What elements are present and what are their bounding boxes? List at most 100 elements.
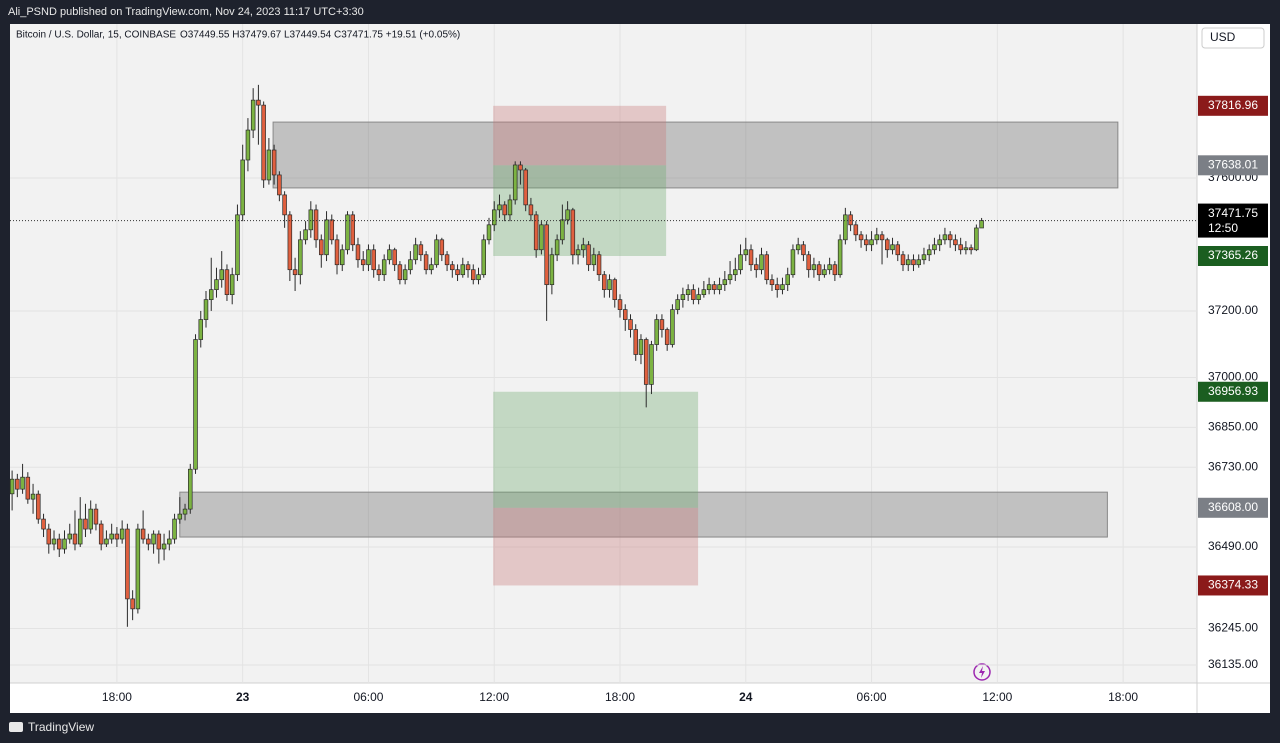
candle-body — [130, 598, 135, 610]
candle-body — [947, 234, 953, 241]
currency: USD — [1210, 30, 1236, 44]
candle-body — [287, 214, 293, 271]
candle-body — [298, 239, 303, 276]
price-badge-label: 37471.75 — [1208, 206, 1258, 220]
candle-body — [932, 244, 937, 251]
candle-body — [292, 269, 298, 276]
candle-body — [575, 249, 581, 256]
target-zone — [493, 165, 667, 256]
time-axis — [10, 683, 1197, 713]
y-tick-label: 36730.00 — [1208, 459, 1258, 473]
x-tick-label: 18:00 — [102, 690, 132, 704]
candle-body — [15, 478, 20, 490]
x-tick-label: 12:00 — [982, 690, 1012, 704]
candle-body — [790, 249, 796, 276]
candle-body — [769, 279, 775, 286]
candle-body — [20, 476, 25, 490]
candle-body — [245, 129, 251, 161]
candle-body — [88, 508, 93, 530]
candle-body — [507, 199, 513, 216]
candle-body — [806, 254, 811, 271]
candle-body — [271, 149, 277, 176]
candle-body — [334, 239, 340, 266]
candle-body — [832, 264, 838, 276]
alert-icon[interactable] — [973, 663, 991, 681]
candle-body — [156, 533, 162, 550]
candle-body — [858, 234, 864, 241]
candle-body — [36, 493, 41, 520]
candle-body — [360, 259, 366, 266]
candle-body — [9, 478, 15, 495]
candle-body — [98, 523, 104, 545]
candle-body — [843, 214, 848, 241]
candle-body — [780, 284, 785, 291]
candle-body — [366, 249, 371, 266]
countdown: 12:50 — [1208, 221, 1238, 235]
candle-body — [460, 264, 466, 276]
candle-body — [717, 284, 722, 291]
candle-body — [303, 229, 308, 241]
candle-body — [554, 239, 560, 256]
candle-body — [759, 254, 764, 271]
candle-body — [329, 219, 335, 241]
price-axis — [1197, 24, 1270, 713]
candle-body — [712, 284, 717, 291]
price-badge — [1198, 203, 1268, 238]
x-tick-label: 23 — [236, 690, 250, 704]
candle-body — [885, 239, 890, 251]
candle-body — [450, 264, 455, 271]
x-tick-label: 18:00 — [1108, 690, 1138, 704]
candle-body — [958, 244, 963, 251]
candle-body — [869, 239, 874, 246]
candle-body — [801, 244, 806, 256]
x-tick-label: 18:00 — [605, 690, 635, 704]
candle-body — [680, 294, 686, 300]
y-tick-label: 36135.00 — [1208, 657, 1258, 671]
candle-body — [429, 264, 434, 271]
price-badge — [1198, 575, 1268, 596]
candle-body — [51, 538, 57, 545]
candle-body — [837, 239, 843, 276]
price-badge-label: 37638.01 — [1208, 157, 1258, 171]
candle-body — [114, 533, 120, 540]
symbol: Bitcoin / U.S. Dollar, 15, COINBASE — [16, 30, 176, 41]
candle-body — [816, 264, 822, 276]
candle-body — [727, 274, 733, 281]
candle-body — [560, 219, 565, 241]
candle-body — [638, 339, 644, 355]
candle-body — [743, 249, 749, 256]
candle-body — [481, 239, 487, 276]
candle-body — [140, 528, 146, 540]
candle-body — [696, 294, 701, 300]
candle-body — [324, 219, 329, 256]
plot-area — [10, 24, 1197, 683]
candle-body — [591, 254, 597, 266]
price-badge-label: 36374.33 — [1208, 578, 1258, 592]
candle-body — [979, 220, 984, 229]
candle-body — [402, 269, 408, 281]
candle-body — [874, 234, 880, 241]
price-badge-label: 37365.26 — [1208, 248, 1258, 262]
candle-body — [476, 274, 481, 281]
candle-body — [340, 249, 345, 266]
alert-bolt — [979, 666, 985, 678]
candle-body — [350, 214, 355, 246]
candle-body — [418, 244, 424, 256]
candle-body — [942, 234, 948, 241]
candle-body — [649, 344, 654, 385]
candle-body — [848, 214, 853, 226]
logo — [9, 722, 23, 732]
candle-body — [46, 528, 52, 545]
y-tick-label: 36245.00 — [1208, 621, 1258, 635]
candle-body — [822, 269, 827, 276]
candle-body — [167, 538, 172, 545]
candle-body — [900, 254, 906, 266]
candle-body — [895, 244, 901, 256]
candle-body — [172, 518, 177, 540]
candle-body — [62, 538, 67, 550]
candle-body — [633, 329, 638, 355]
candle-body — [607, 279, 612, 291]
candle-body — [738, 254, 743, 271]
candle-body — [72, 533, 78, 545]
